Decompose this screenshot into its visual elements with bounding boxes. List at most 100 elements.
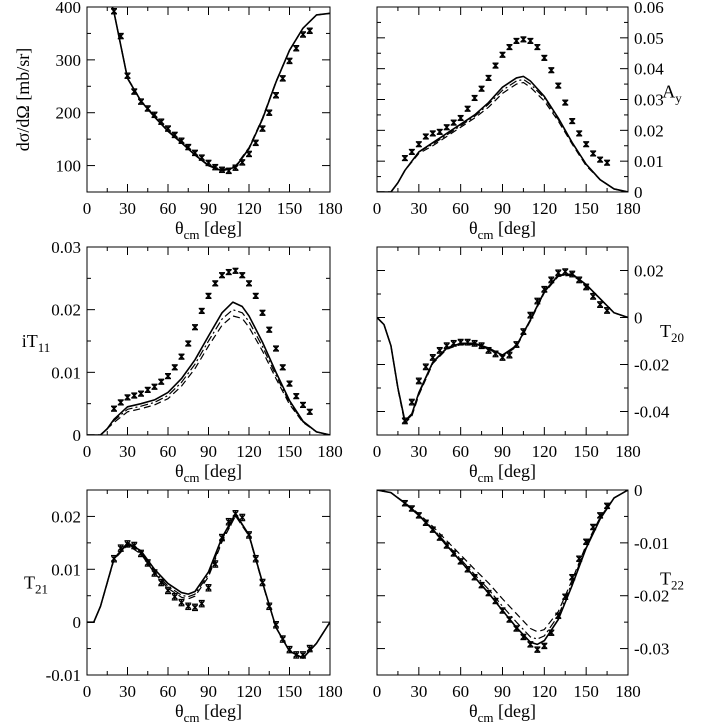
data-point [306, 27, 313, 35]
data-point [457, 338, 464, 346]
data-points [111, 7, 313, 175]
x-tick-label: 90 [494, 682, 511, 701]
data-point [252, 139, 259, 147]
data-point [492, 597, 499, 605]
data-point [415, 141, 422, 148]
data-point [259, 578, 266, 587]
data-point [144, 559, 151, 567]
data-point [205, 292, 212, 299]
series-line-solid [87, 301, 330, 435]
data-point [520, 36, 527, 43]
data-point [138, 549, 144, 558]
y-tick-label: 0.01 [51, 363, 81, 382]
data-point [401, 155, 408, 162]
x-tick-label: 180 [615, 442, 641, 461]
data-point [293, 651, 300, 659]
data-point [131, 392, 138, 399]
data-point [534, 297, 541, 305]
data-point [165, 372, 171, 380]
data-point [198, 599, 205, 608]
y-tick-label: -0.04 [634, 403, 670, 422]
data-point [266, 602, 273, 611]
data-point [583, 538, 590, 546]
data-point [429, 526, 436, 533]
data-point [436, 128, 443, 135]
x-tick-label: 60 [452, 442, 469, 461]
x-tick-label: 180 [317, 442, 343, 461]
x-axis-title: θcm [deg] [469, 461, 536, 485]
series-line-solid [111, 7, 330, 172]
x-tick-label: 150 [573, 442, 599, 461]
x-tick-label: 150 [573, 682, 599, 701]
data-point [165, 125, 171, 132]
data-point [576, 276, 583, 284]
x-tick-label: 30 [410, 199, 427, 218]
data-point [165, 586, 171, 595]
data-point [590, 292, 597, 300]
data-point [306, 408, 313, 415]
data-point [185, 340, 192, 347]
data-point [429, 130, 436, 137]
data-point [178, 137, 185, 144]
x-tick-label: 120 [532, 682, 558, 701]
data-point [252, 292, 259, 299]
y-tick-label: 0 [634, 183, 643, 202]
y-tick-label: 0.02 [634, 262, 664, 281]
y-tick-label: -0.02 [634, 356, 669, 375]
data-point [273, 345, 279, 352]
data-point [131, 541, 138, 550]
data-point [415, 377, 422, 385]
x-axis-title: θcm [deg] [175, 701, 242, 725]
data-point [604, 502, 611, 510]
data-point [212, 280, 219, 287]
data-point [450, 550, 457, 557]
series-line-dashed [87, 315, 330, 435]
x-tick-label: 30 [119, 199, 136, 218]
data-point [266, 109, 273, 116]
data-point [198, 307, 205, 315]
data-point [583, 283, 590, 291]
data-points [111, 510, 313, 659]
y-tick-label: 0.02 [51, 301, 81, 320]
y-tick-label: 0 [634, 309, 643, 328]
data-point [499, 607, 506, 614]
data-points [401, 36, 611, 166]
data-point [590, 150, 597, 157]
y-tick-label: -0.01 [46, 666, 81, 685]
data-point [513, 37, 520, 44]
data-point [597, 512, 604, 519]
data-point [555, 612, 562, 620]
data-point [178, 598, 185, 607]
data-point [117, 399, 124, 406]
x-tick-label: 0 [83, 199, 92, 218]
data-point [246, 531, 252, 539]
x-tick-label: 150 [277, 199, 303, 218]
data-point [192, 603, 198, 612]
y-axis-title: T21 [24, 573, 48, 597]
data-point [138, 390, 144, 397]
data-point [293, 393, 300, 400]
data-point [520, 328, 527, 336]
x-tick-label: 60 [452, 682, 469, 701]
y-tick-label: 0 [73, 613, 82, 632]
data-point [499, 354, 506, 361]
data-point [492, 62, 499, 69]
data-point [513, 625, 520, 632]
data-point [450, 339, 457, 347]
data-point [471, 339, 478, 347]
data-point [569, 573, 576, 581]
data-point [219, 166, 225, 174]
data-point [293, 44, 300, 52]
data-point [422, 519, 429, 527]
data-point [548, 67, 555, 74]
y-tick-label: 0.02 [634, 121, 664, 140]
data-point [111, 405, 117, 412]
data-point [192, 149, 198, 157]
data-point [569, 270, 576, 278]
plot-frame [376, 6, 629, 193]
data-point [541, 642, 548, 650]
data-point [583, 141, 590, 148]
x-tick-label: 120 [236, 682, 262, 701]
data-point [555, 82, 562, 89]
data-point [286, 57, 293, 65]
